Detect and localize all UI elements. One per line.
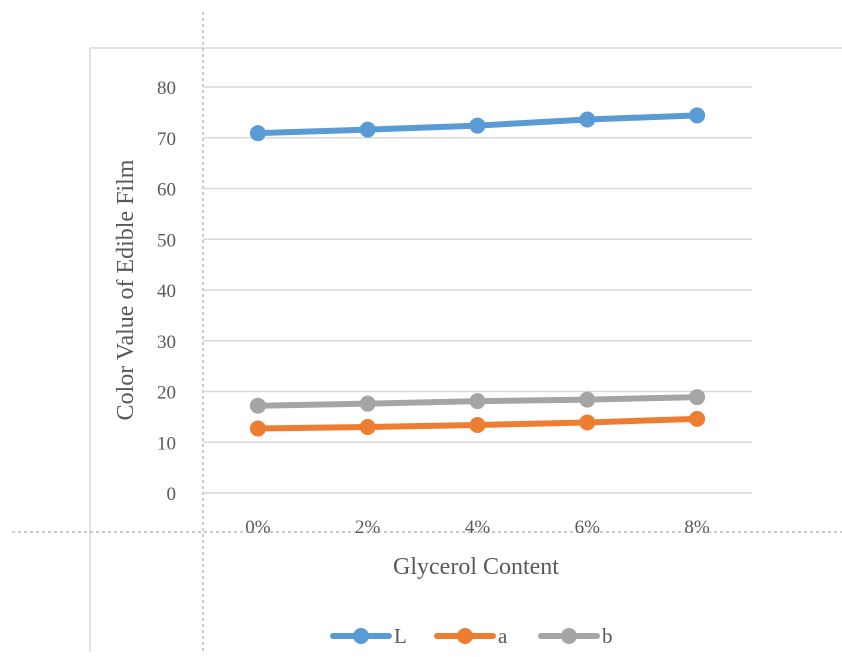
y-tick-label: 30 — [157, 332, 176, 353]
data-point-l — [249, 125, 266, 142]
data-point-a — [579, 414, 596, 431]
legend-marker-b — [561, 628, 577, 644]
x-tick-label: 6% — [575, 517, 601, 538]
y-axis-title: Color Value of Edible Film — [113, 159, 139, 420]
x-axis-ticks: 0% 2% 4% 6% 8% — [245, 517, 710, 538]
y-tick-label: 20 — [157, 383, 176, 404]
gridlines — [203, 86, 752, 494]
data-point-a — [359, 419, 376, 436]
data-point-b — [469, 393, 486, 410]
x-tick-label: 4% — [465, 517, 491, 538]
legend-marker-a — [457, 628, 473, 644]
data-point-a — [249, 420, 266, 437]
legend-label-b: b — [602, 624, 613, 648]
legend-label-a: a — [498, 624, 508, 648]
y-tick-label: 70 — [157, 129, 176, 150]
data-point-l — [469, 117, 486, 134]
data-point-l — [359, 121, 376, 138]
data-point-b — [359, 395, 376, 412]
x-tick-label: 2% — [355, 517, 381, 538]
x-tick-label: 0% — [245, 517, 271, 538]
data-point-b — [579, 391, 596, 408]
legend-label-l: L — [394, 624, 407, 648]
y-tick-label: 60 — [157, 180, 176, 201]
data-point-a — [689, 410, 706, 427]
data-point-b — [249, 397, 266, 414]
y-tick-label: 10 — [157, 433, 176, 454]
data-point-l — [579, 111, 596, 128]
series-layer — [249, 107, 706, 437]
y-tick-label: 40 — [157, 281, 176, 302]
y-tick-label: 80 — [157, 78, 176, 99]
x-axis-title: Glycerol Content — [393, 554, 559, 580]
data-point-a — [469, 416, 486, 433]
data-point-l — [689, 107, 706, 124]
legend-marker-l — [353, 628, 369, 644]
y-axis-ticks: 0 10 20 30 40 50 60 70 80 — [157, 78, 176, 505]
data-point-b — [689, 389, 706, 406]
y-tick-label: 0 — [167, 484, 177, 505]
x-tick-label: 8% — [684, 517, 710, 538]
y-tick-label: 50 — [157, 230, 176, 251]
